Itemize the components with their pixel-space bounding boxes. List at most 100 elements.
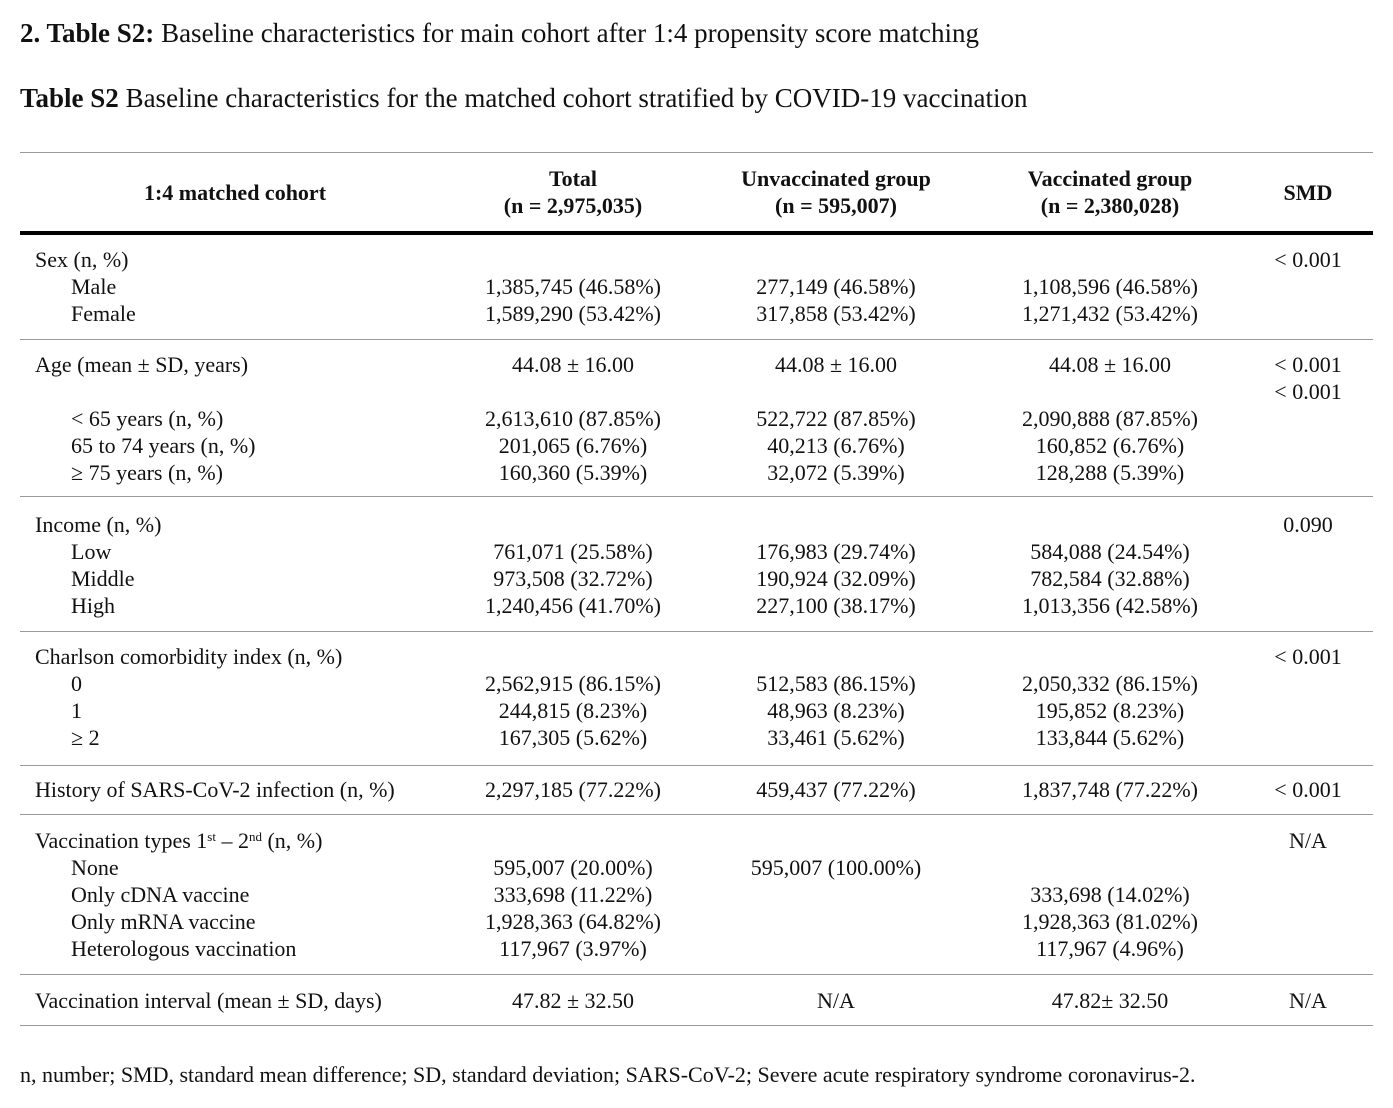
header-total-n: (n = 2,975,035) bbox=[503, 193, 643, 218]
history-label: History of SARS-CoV-2 infection (n, %) bbox=[35, 777, 395, 802]
age-vax: 44.08 ± 16.00 bbox=[1048, 352, 1172, 377]
age-under65-unvax: 522,722 (87.85%) bbox=[756, 406, 916, 431]
sex-male-total: 1,385,745 (46.58%) bbox=[485, 274, 661, 299]
table-caption: Table S2 Baseline characteristics for th… bbox=[20, 79, 1027, 117]
history-smd: < 0.001 bbox=[1274, 777, 1342, 802]
divider-sex bbox=[20, 339, 1373, 340]
header-smd: SMD bbox=[1283, 180, 1333, 205]
age-75plus-unvax: 32,072 (5.39%) bbox=[767, 460, 905, 485]
age-group-smd: < 0.001 bbox=[1274, 379, 1342, 404]
age-label: Age (mean ± SD, years) bbox=[35, 352, 249, 377]
header-unvaccinated-n: (n = 595,007) bbox=[775, 193, 897, 218]
divider-income bbox=[20, 631, 1373, 632]
age-under65-label: < 65 years (n, %) bbox=[71, 406, 224, 431]
history-total: 2,297,185 (77.22%) bbox=[485, 777, 661, 802]
vtypes-label-a: Vaccination types 1 bbox=[35, 828, 208, 853]
age-75plus-total: 160,360 (5.39%) bbox=[498, 460, 648, 485]
sex-female-vax: 1,271,432 (53.42%) bbox=[1022, 301, 1198, 326]
vtypes-mrna-total: 1,928,363 (64.82%) bbox=[485, 909, 661, 934]
divider-vtypes bbox=[20, 974, 1373, 975]
divider-age bbox=[20, 496, 1373, 497]
income-low-vax: 584,088 (24.54%) bbox=[1030, 539, 1190, 564]
income-high-label: High bbox=[71, 593, 115, 618]
sex-female-label: Female bbox=[71, 301, 136, 326]
sex-smd: < 0.001 bbox=[1274, 247, 1342, 272]
income-middle-vax: 782,584 (32.88%) bbox=[1030, 566, 1190, 591]
sex-female-total: 1,589,290 (53.42%) bbox=[485, 301, 661, 326]
header-unvaccinated: Unvaccinated group (n = 595,007) bbox=[701, 165, 971, 219]
header-label: 1:4 matched cohort bbox=[143, 180, 327, 205]
sex-male-vax: 1,108,596 (46.58%) bbox=[1022, 274, 1198, 299]
vtypes-label: Vaccination types 1st – 2nd (n, %) bbox=[35, 827, 322, 854]
vtypes-none-unvax: 595,007 (100.00%) bbox=[750, 855, 922, 880]
income-label: Income (n, %) bbox=[35, 512, 162, 537]
header-vaccinated-n: (n = 2,380,028) bbox=[1040, 193, 1180, 218]
age-65to74-total: 201,065 (6.76%) bbox=[498, 433, 648, 458]
vtypes-mrna-label: Only mRNA vaccine bbox=[71, 909, 256, 934]
vtypes-mrna-vax: 1,928,363 (81.02%) bbox=[1022, 909, 1198, 934]
income-middle-total: 973,508 (32.72%) bbox=[493, 566, 653, 591]
table-caption-prefix: Table S2 bbox=[20, 83, 119, 113]
income-low-unvax: 176,983 (29.74%) bbox=[756, 539, 916, 564]
header-bottom-rule bbox=[20, 231, 1373, 235]
section-heading-text: Baseline characteristics for main cohort… bbox=[154, 18, 980, 48]
sex-female-unvax: 317,858 (53.42%) bbox=[756, 301, 916, 326]
cci-1-label: 1 bbox=[71, 698, 82, 723]
income-high-total: 1,240,456 (41.70%) bbox=[485, 593, 661, 618]
income-low-total: 761,071 (25.58%) bbox=[493, 539, 653, 564]
vtypes-sup-first: st bbox=[207, 829, 216, 844]
cci-2plus-vax: 133,844 (5.62%) bbox=[1035, 725, 1185, 750]
interval-unvax: N/A bbox=[817, 988, 855, 1013]
header-vaccinated-name: Vaccinated group bbox=[1027, 166, 1193, 191]
vtypes-hetero-vax: 117,967 (4.96%) bbox=[1036, 936, 1184, 961]
age-under65-total: 2,613,610 (87.85%) bbox=[485, 406, 661, 431]
age-65to74-vax: 160,852 (6.76%) bbox=[1035, 433, 1185, 458]
income-low-label: Low bbox=[71, 539, 112, 564]
income-high-unvax: 227,100 (38.17%) bbox=[756, 593, 916, 618]
vtypes-cdna-total: 333,698 (11.22%) bbox=[493, 882, 653, 907]
header-unvaccinated-name: Unvaccinated group bbox=[741, 166, 931, 191]
divider-history bbox=[20, 814, 1373, 815]
cci-0-unvax: 512,583 (86.15%) bbox=[756, 671, 916, 696]
income-middle-label: Middle bbox=[71, 566, 135, 591]
cci-2plus-label: ≥ 2 bbox=[71, 725, 100, 750]
interval-vax: 47.82± 32.50 bbox=[1051, 988, 1169, 1013]
income-middle-unvax: 190,924 (32.09%) bbox=[756, 566, 916, 591]
cci-0-vax: 2,050,332 (86.15%) bbox=[1022, 671, 1198, 696]
divider-cci bbox=[20, 765, 1373, 766]
table-footnote: n, number; SMD, standard mean difference… bbox=[20, 1062, 1196, 1087]
cci-2plus-total: 167,305 (5.62%) bbox=[498, 725, 648, 750]
age-75plus-label: ≥ 75 years (n, %) bbox=[71, 460, 223, 485]
vtypes-sup-second: nd bbox=[248, 829, 262, 844]
income-high-vax: 1,013,356 (42.58%) bbox=[1022, 593, 1198, 618]
table-top-rule bbox=[20, 152, 1373, 153]
table-bottom-rule bbox=[20, 1025, 1373, 1026]
cci-1-vax: 195,852 (8.23%) bbox=[1035, 698, 1185, 723]
interval-label: Vaccination interval (mean ± SD, days) bbox=[35, 988, 382, 1013]
vtypes-none-label: None bbox=[71, 855, 119, 880]
age-total: 44.08 ± 16.00 bbox=[511, 352, 635, 377]
table-caption-text: Baseline characteristics for the matched… bbox=[118, 83, 1028, 113]
cci-1-unvax: 48,963 (8.23%) bbox=[767, 698, 905, 723]
age-65to74-unvax: 40,213 (6.76%) bbox=[767, 433, 905, 458]
vtypes-hetero-total: 117,967 (3.97%) bbox=[499, 936, 647, 961]
history-vax: 1,837,748 (77.22%) bbox=[1022, 777, 1198, 802]
cci-smd: < 0.001 bbox=[1274, 644, 1342, 669]
sex-label: Sex (n, %) bbox=[35, 247, 129, 272]
vtypes-none-total: 595,007 (20.00%) bbox=[493, 855, 653, 880]
history-unvax: 459,437 (77.22%) bbox=[756, 777, 916, 802]
cci-0-label: 0 bbox=[71, 671, 82, 696]
vtypes-cdna-vax: 333,698 (14.02%) bbox=[1030, 882, 1190, 907]
header-vaccinated: Vaccinated group (n = 2,380,028) bbox=[975, 165, 1245, 219]
age-unvax: 44.08 ± 16.00 bbox=[774, 352, 898, 377]
vtypes-hetero-label: Heterologous vaccination bbox=[71, 936, 297, 961]
interval-total: 47.82 ± 32.50 bbox=[511, 988, 635, 1013]
age-65to74-label: 65 to 74 years (n, %) bbox=[71, 433, 256, 458]
header-total: Total (n = 2,975,035) bbox=[438, 165, 708, 219]
section-heading-prefix: 2. Table S2: bbox=[20, 18, 155, 48]
age-under65-vax: 2,090,888 (87.85%) bbox=[1022, 406, 1198, 431]
interval-smd: N/A bbox=[1289, 988, 1327, 1013]
age-75plus-vax: 128,288 (5.39%) bbox=[1035, 460, 1185, 485]
header-total-name: Total bbox=[548, 166, 598, 191]
vtypes-label-b: – 2 bbox=[215, 828, 249, 853]
